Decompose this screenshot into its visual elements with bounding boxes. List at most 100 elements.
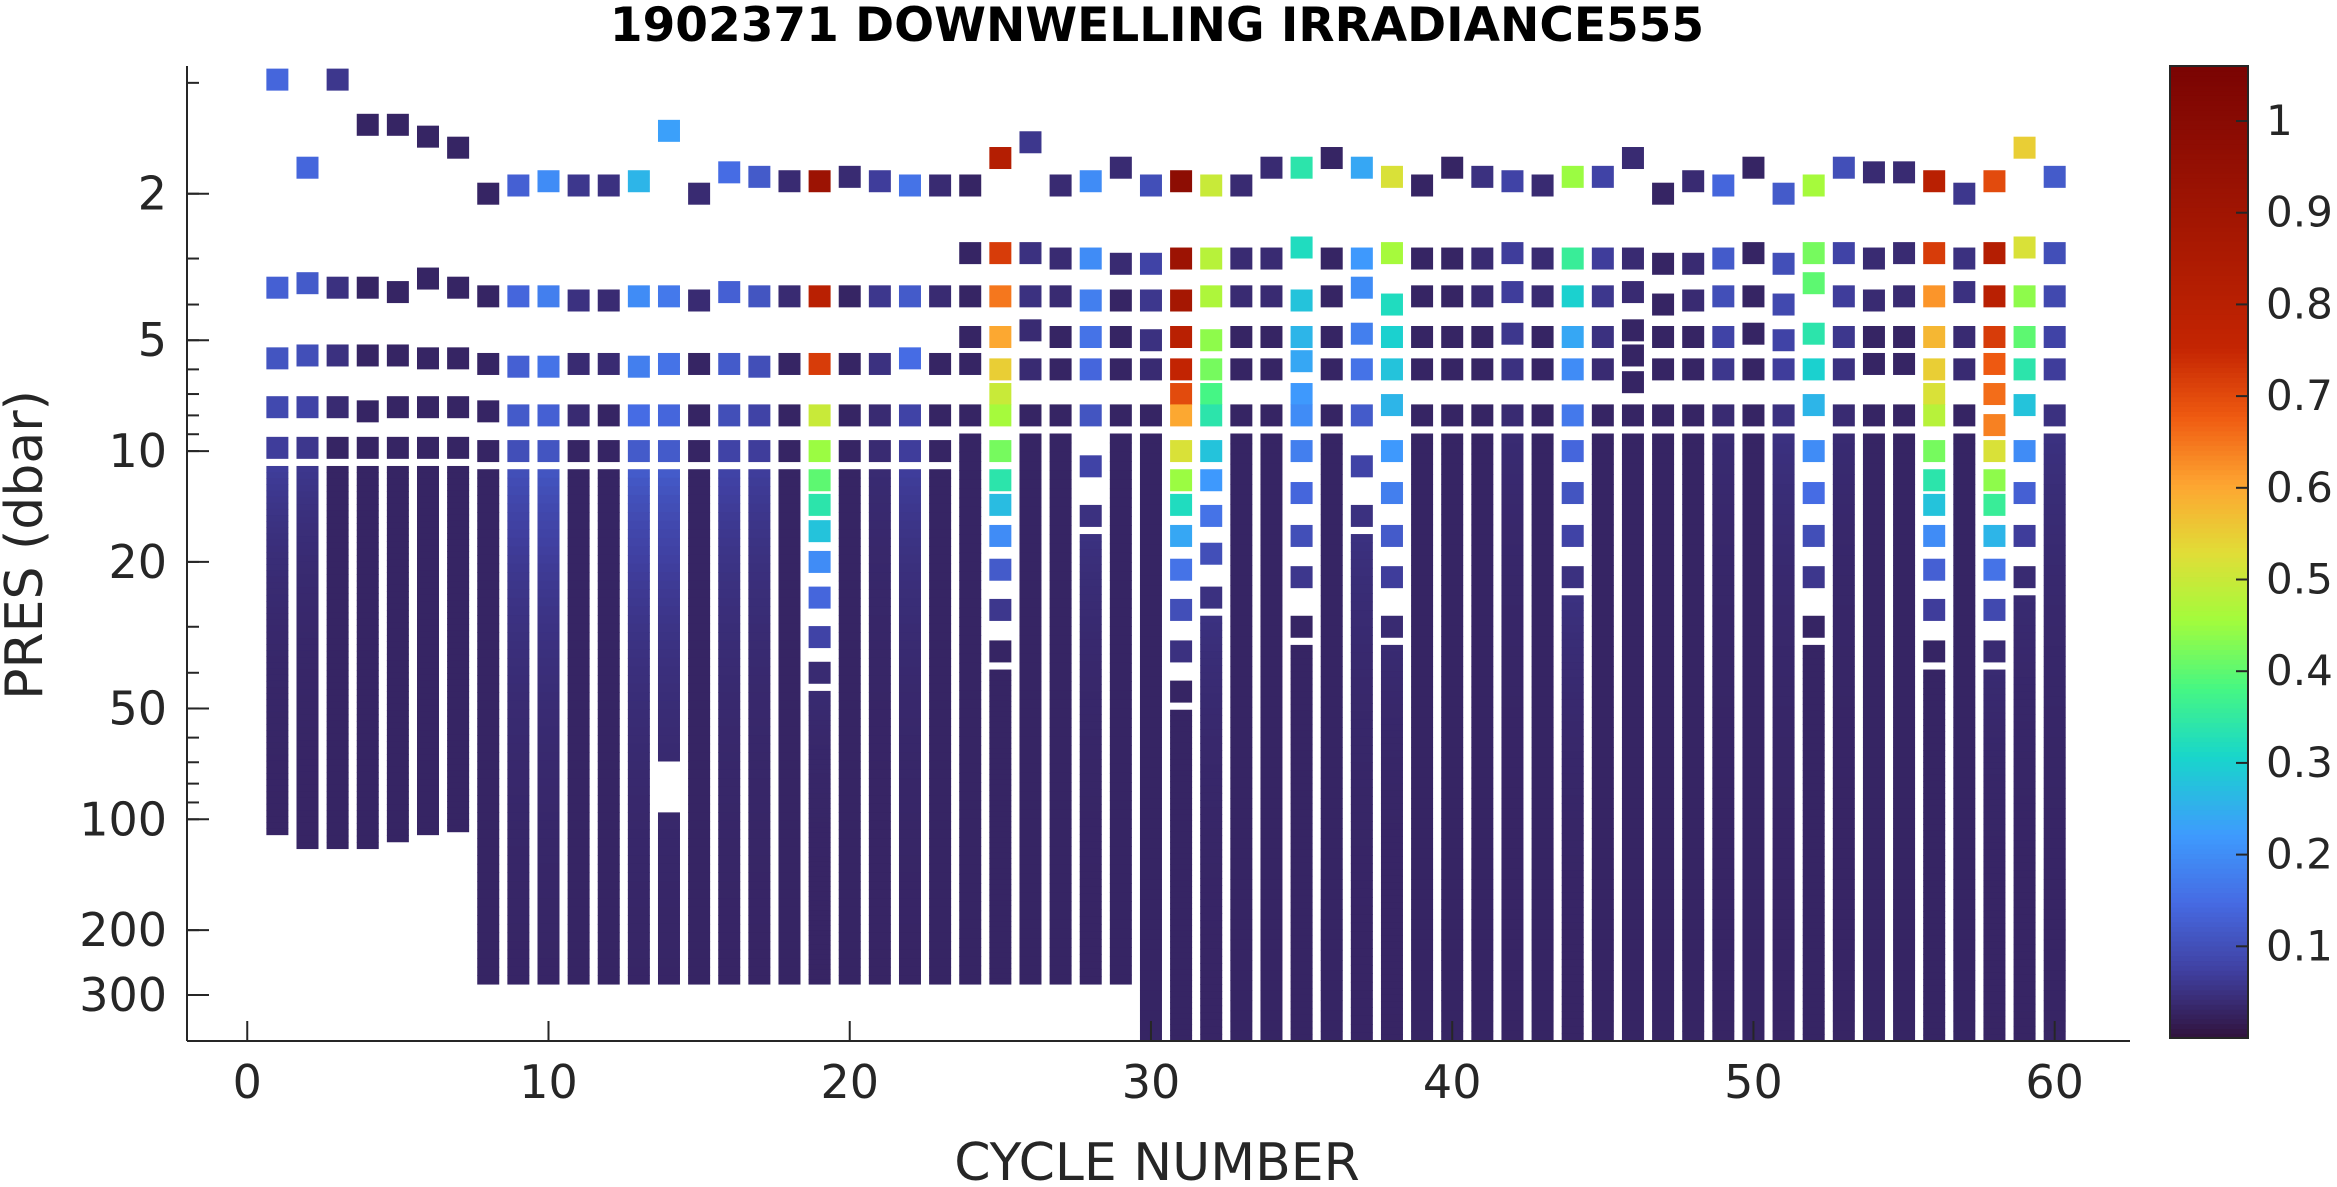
profile-segment xyxy=(1170,748,1193,755)
profile-segment xyxy=(1802,651,1825,659)
profile-segment xyxy=(1953,686,1976,698)
profile-segment xyxy=(808,749,831,755)
profile-segment xyxy=(1832,544,1855,556)
profile-segment xyxy=(1802,1007,1825,1016)
profile-segment xyxy=(1230,747,1253,759)
profile-segment xyxy=(657,889,680,899)
profile-segment xyxy=(1260,777,1283,789)
profile-segment xyxy=(1802,955,1825,963)
profile-segment xyxy=(688,520,711,530)
profile-segment xyxy=(296,727,319,735)
profile-segment xyxy=(627,975,650,985)
measurement-cell xyxy=(1802,394,1825,417)
profile-segment xyxy=(1109,580,1132,591)
profile-segment xyxy=(416,619,439,627)
profile-segment xyxy=(386,691,409,699)
measurement-cell xyxy=(356,344,379,367)
measurement-cell xyxy=(1802,440,1825,463)
profile-segment xyxy=(1712,980,1735,991)
profile-segment xyxy=(1682,636,1705,647)
profile-segment xyxy=(2013,803,2036,812)
profile-segment xyxy=(1230,656,1253,667)
profile-segment xyxy=(1561,825,1584,834)
measurement-cell xyxy=(1802,615,1825,638)
profile-segment xyxy=(1561,691,1584,700)
profile-segment xyxy=(1320,1030,1343,1041)
profile-segment xyxy=(1380,823,1403,831)
profile-segment xyxy=(718,512,741,522)
profile-segment xyxy=(1170,1024,1193,1031)
profile-segment xyxy=(1591,433,1614,445)
profile-segment xyxy=(838,752,861,762)
profile-segment xyxy=(1953,676,1976,688)
colorbar-tick-0.5: 0.5 xyxy=(2236,555,2333,604)
profile-segment xyxy=(1109,626,1132,636)
profile-segment xyxy=(1230,595,1253,607)
profile-segment xyxy=(597,838,620,848)
colorbar-band xyxy=(2170,493,2248,500)
profile-cycle-11 xyxy=(567,174,590,985)
profile-segment xyxy=(1049,699,1072,710)
profile-segment xyxy=(1501,899,1524,910)
profile-segment xyxy=(2013,743,2036,752)
profile-segment xyxy=(1079,863,1102,873)
profile-segment xyxy=(1923,805,1946,813)
profile-segment xyxy=(1501,757,1524,769)
profile-segment xyxy=(2043,696,2066,708)
profile-segment xyxy=(1862,727,1885,738)
profile-segment xyxy=(1802,968,1825,976)
profile-segment xyxy=(507,512,530,522)
profile-segment xyxy=(929,675,952,685)
profile-segment xyxy=(1893,656,1916,667)
profile-segment xyxy=(296,740,319,748)
measurement-cell xyxy=(1561,440,1584,463)
profile-segment xyxy=(1441,615,1464,627)
profile-segment xyxy=(597,529,620,539)
profile-segment xyxy=(959,543,982,554)
profile-segment xyxy=(1802,730,1825,738)
profile-segment xyxy=(1862,463,1885,475)
profile-segment xyxy=(1591,443,1614,455)
profile-segment xyxy=(1893,1030,1916,1041)
profile-segment xyxy=(326,587,349,595)
profile-segment xyxy=(1501,747,1524,759)
profile-segment xyxy=(1109,488,1132,499)
profile-segment xyxy=(1139,514,1162,526)
profile-segment xyxy=(1652,524,1675,536)
profile-segment xyxy=(1290,856,1313,864)
profile-segment xyxy=(1652,575,1675,586)
profile-segment xyxy=(1380,664,1403,672)
colorbar-band xyxy=(2170,440,2248,446)
profile-segment xyxy=(898,512,921,522)
profile-cycle-30 xyxy=(1139,174,1162,1041)
profile-segment xyxy=(1290,836,1313,844)
profile-segment xyxy=(567,520,590,530)
colorbar-band xyxy=(2170,513,2248,519)
profile-segment xyxy=(688,718,711,728)
profile-segment xyxy=(1230,899,1253,910)
profile-segment xyxy=(1742,494,1765,505)
profile-segment xyxy=(838,666,861,676)
profile-segment xyxy=(537,975,560,985)
profile-segment xyxy=(929,537,952,548)
profile-segment xyxy=(929,709,952,719)
profile-segment xyxy=(1923,910,1946,918)
profile-segment xyxy=(386,497,409,505)
profile-segment xyxy=(1049,947,1072,958)
profile-segment xyxy=(386,797,409,805)
profile-segment xyxy=(1290,790,1313,798)
profile-segment xyxy=(1501,676,1524,688)
profile-segment xyxy=(1862,625,1885,637)
profile-segment xyxy=(718,589,741,599)
measurement-cell xyxy=(1742,322,1765,345)
profile-segment xyxy=(1501,879,1524,890)
profile-segment xyxy=(959,938,982,948)
profile-segment xyxy=(748,675,771,685)
profile-segment xyxy=(868,803,891,813)
profile-segment xyxy=(1712,747,1735,759)
colorbar-band xyxy=(2170,683,2248,689)
profile-segment xyxy=(1320,757,1343,769)
profile-segment xyxy=(386,722,409,730)
colorbar-band xyxy=(2170,722,2248,728)
profile-segment xyxy=(898,760,921,771)
